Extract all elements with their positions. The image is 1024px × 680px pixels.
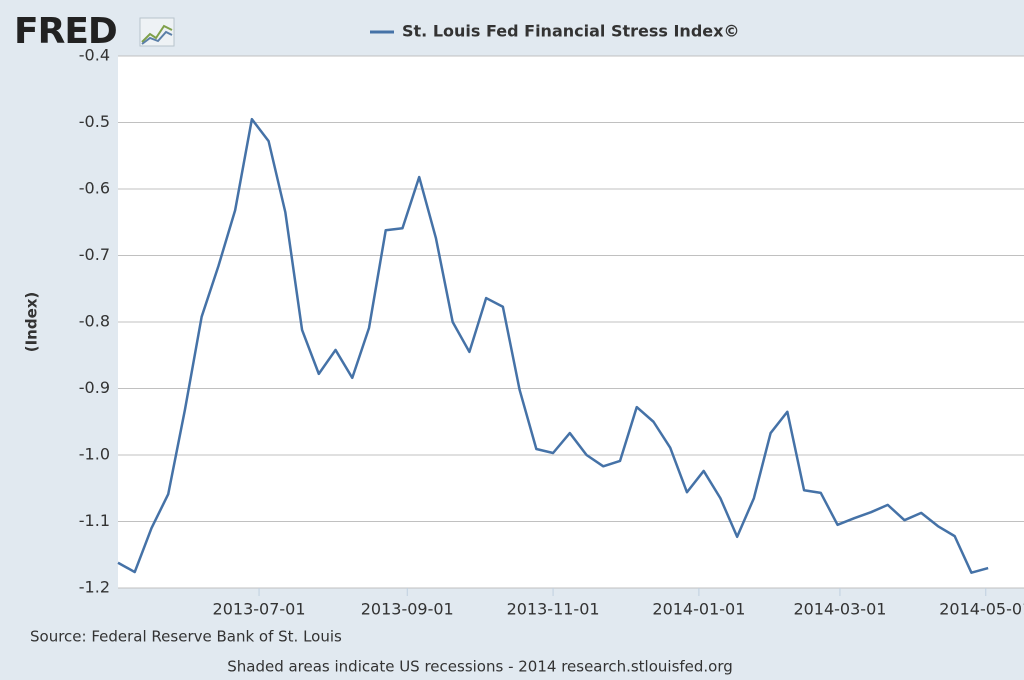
y-tick-label: -0.7 [79,245,110,264]
x-tick-label: 2013-09-01 [361,600,454,619]
x-tick-label: 2014-01-01 [652,600,745,619]
x-tick-label: 2013-07-01 [213,600,306,619]
y-tick-label: -0.9 [79,378,110,397]
y-tick-label: -1.1 [79,511,110,530]
x-tick-label: 2014-05-01 [939,600,1024,619]
data-line [117,117,989,574]
y-tick-label: -0.8 [79,312,110,331]
logo: FRED [14,11,117,52]
y-tick-label: -1.2 [79,578,110,597]
legend-label: St. Louis Fed Financial Stress Index© [402,22,739,41]
y-tick-label: -0.4 [79,46,110,65]
logo-icon [139,17,175,47]
footer: Shaded areas indicate US recessions - 20… [227,658,733,676]
y-tick-label: -1.0 [79,445,110,464]
x-tick-label: 2013-11-01 [507,600,600,619]
source: Source: Federal Reserve Bank of St. Loui… [30,628,342,646]
y-axis-label: (Index) [23,292,41,353]
y-tick-label: -0.6 [79,179,110,198]
x-tick-label: 2014-03-01 [793,600,886,619]
y-tick-label: -0.5 [79,112,110,131]
